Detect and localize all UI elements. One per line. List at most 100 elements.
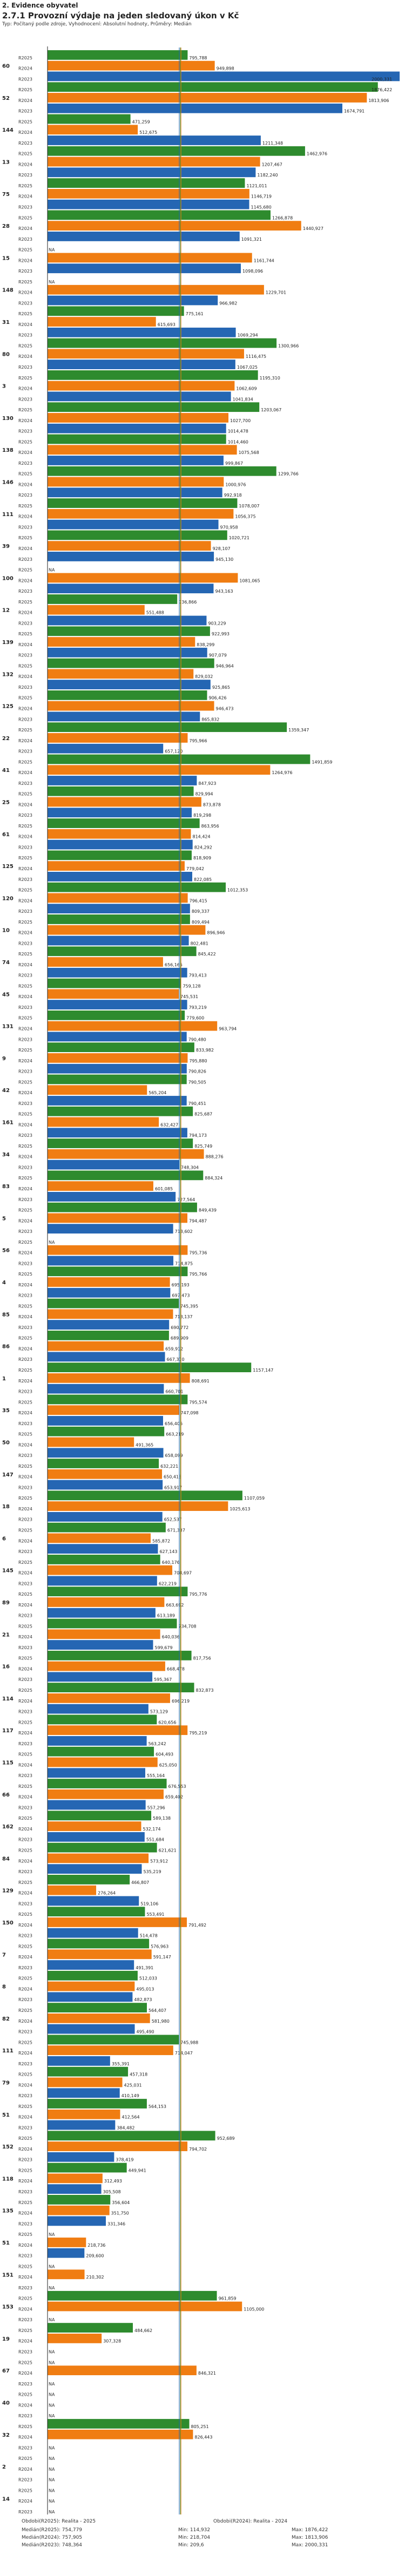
value-label: 946,473: [216, 707, 234, 711]
median-2024-label: Medián(R2024): 757,905: [22, 2535, 83, 2540]
series-label: R2024: [18, 2435, 32, 2440]
value-label: 822,085: [194, 877, 212, 882]
value-label: 809,494: [192, 920, 210, 925]
value-label: 865,832: [201, 717, 219, 722]
bar: [48, 232, 240, 241]
series-label: R2025: [18, 600, 32, 605]
bar: [48, 839, 193, 850]
bar: [48, 552, 214, 561]
series-label: R2024: [18, 387, 32, 391]
bar: [48, 1394, 188, 1405]
bar: [48, 2429, 193, 2439]
bar: [48, 1853, 149, 1863]
value-label: 627,143: [159, 1549, 177, 1554]
legend-2024: Obdobi(R2024): Realita - 2024: [213, 2519, 288, 2524]
value-label: 555,164: [147, 1773, 165, 1778]
bar: [48, 1128, 187, 1138]
bar: [48, 2238, 86, 2247]
value-label: 1081,065: [239, 578, 260, 583]
series-label: R2024: [18, 2147, 32, 2152]
group-label: 3: [2, 384, 6, 390]
series-label: R2023: [18, 1293, 32, 1298]
series-label: R2025: [18, 311, 32, 316]
series-label: R2023: [18, 1101, 32, 1106]
series-label: R2025: [18, 1688, 32, 1693]
bar: [48, 765, 271, 775]
series-label: R2024: [18, 866, 32, 871]
group-label: 125: [2, 704, 14, 710]
series-label: R2025: [18, 1176, 32, 1181]
bar: [48, 1618, 177, 1629]
na-label: NA: [49, 2392, 55, 2397]
series-label: R2024: [18, 1795, 32, 1800]
value-label: 734,708: [179, 1624, 197, 1629]
series-label: R2024: [18, 931, 32, 936]
bar: [48, 157, 260, 167]
bar: [48, 1405, 179, 1415]
series-label: R2024: [18, 1475, 32, 1480]
series-label: R2025: [18, 632, 32, 636]
bar: [48, 60, 215, 71]
series-label: R2023: [18, 557, 32, 562]
series-label: R2023: [18, 1037, 32, 1042]
bar: [48, 2205, 110, 2215]
series-label: R2024: [18, 1571, 32, 1576]
bar: [48, 2301, 242, 2311]
bar: [48, 743, 164, 754]
series-label: R2024: [18, 2403, 32, 2408]
bar: [48, 317, 156, 327]
value-label: 790,451: [188, 1101, 206, 1106]
series-label: R2025: [18, 1144, 32, 1149]
bar-chart: 60 R2025 795,788 R2024 949,898 R2023 2000,331 5…: [2, 46, 400, 2514]
bar: [48, 1042, 194, 1053]
bar: [48, 1181, 153, 1191]
group-label: 21: [2, 1632, 10, 1638]
series-label: R2025: [18, 1432, 32, 1437]
series-label: R2024: [18, 1923, 32, 1928]
bar: [48, 925, 206, 935]
value-label: 945,130: [215, 557, 233, 562]
bar: [48, 210, 271, 220]
value-label: 512,675: [139, 130, 157, 135]
bar: [48, 1640, 153, 1650]
group-label: 100: [2, 575, 14, 581]
value-label: 640,036: [162, 1635, 180, 1639]
value-label: 714,875: [175, 1261, 193, 1266]
bar: [48, 1832, 145, 1842]
series-label: R2023: [18, 1710, 32, 1714]
series-label: R2025: [18, 119, 32, 124]
na-label: NA: [49, 2456, 55, 2461]
bar: [48, 584, 214, 594]
value-label: 795,776: [189, 1592, 207, 1597]
series-label: R2024: [18, 2275, 32, 2280]
value-label: 1161,744: [254, 258, 274, 263]
series-label: R2024: [18, 1699, 32, 1704]
series-label: R2023: [18, 2445, 32, 2450]
value-label: 809,337: [192, 909, 210, 914]
series-label: R2023: [18, 1838, 32, 1842]
series-label: R2025: [18, 2008, 32, 2013]
value-label: 312,493: [104, 2179, 122, 2184]
group-label: 4: [2, 1280, 6, 1286]
value-label: 847,923: [198, 781, 216, 786]
bar: [48, 722, 287, 733]
value-label: 466,807: [131, 1880, 149, 1885]
series-label: R2023: [18, 1741, 32, 1746]
group-label: 111: [2, 512, 14, 518]
value-label: 946,964: [216, 663, 234, 668]
bar: [48, 882, 226, 892]
value-label: 656,406: [165, 1421, 183, 1426]
series-label: R2023: [18, 333, 32, 338]
value-label: 484,662: [134, 2328, 152, 2333]
bar: [48, 2109, 120, 2119]
bar: [48, 2131, 215, 2141]
bar: [48, 93, 367, 103]
series-label: R2025: [18, 824, 32, 829]
bar: [48, 1736, 147, 1746]
series-label: R2024: [18, 962, 32, 967]
series-label: R2023: [18, 1869, 32, 1874]
value-label: 595,367: [154, 1677, 172, 1682]
group-label: 115: [2, 1760, 14, 1766]
series-label: R2024: [18, 2371, 32, 2376]
series-label: R2023: [18, 301, 32, 306]
